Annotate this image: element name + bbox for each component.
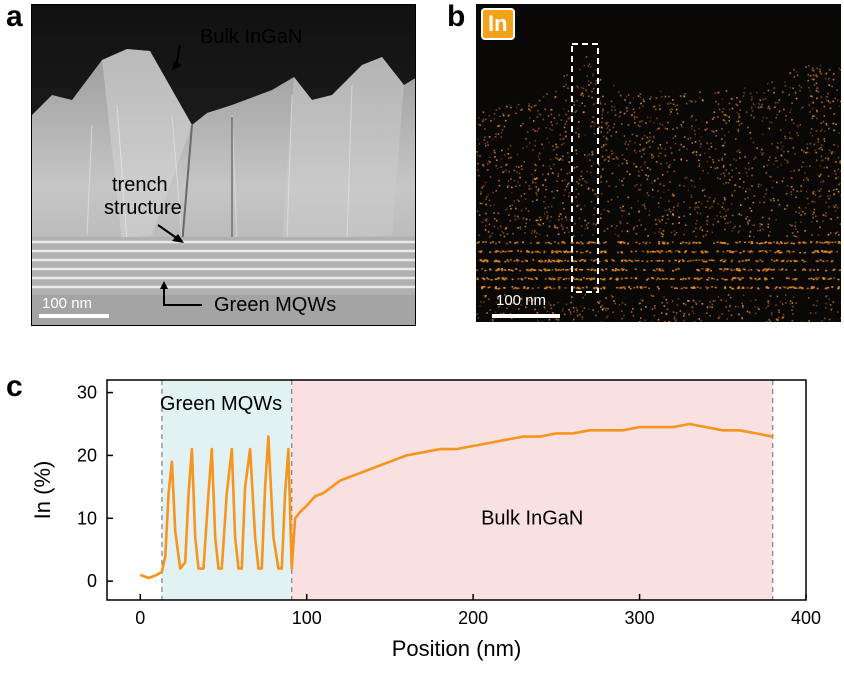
region-label-bulk-ingan: Bulk InGaN (481, 507, 583, 529)
line-scan-box (571, 43, 599, 293)
x-tick-label: 0 (135, 608, 145, 628)
panel-label-c: c (6, 370, 23, 403)
region-bulk-ingan (291, 380, 773, 600)
y-tick-label: 0 (87, 571, 97, 591)
panel-label-a: a (6, 0, 23, 33)
panel-label-b: b (447, 0, 466, 33)
scale-bar-a (39, 314, 109, 318)
y-tick-label: 10 (77, 508, 97, 528)
plot-frame (106, 379, 807, 601)
label-trench-line2: structure (104, 197, 182, 219)
y-tick-label: 20 (77, 445, 97, 465)
region-label-green-mqws: Green MQWs (160, 393, 282, 415)
in-profile-chart: 0 100 200 300 400 0 10 20 30 Position (nm) In (%) G… (30, 379, 821, 661)
series-line-in (139, 422, 773, 580)
scale-bar-b (492, 314, 560, 318)
y-tick-label: 30 (77, 383, 97, 403)
label-bulk-ingan: Bulk InGaN (200, 26, 303, 48)
micrograph-image (32, 5, 415, 325)
panel-a-micrograph: Bulk InGaN trench structure Green MQWs 1… (31, 4, 416, 326)
element-badge-in: In (481, 8, 515, 40)
scale-bar-label-a: 100 nm (42, 295, 93, 312)
panel-b-in-map: In 100 nm (476, 4, 841, 322)
y-axis-label: In (%) (30, 461, 55, 520)
x-tick-label: 100 (292, 608, 322, 628)
x-tick-label: 300 (625, 608, 655, 628)
in-map-image (476, 4, 841, 322)
scale-bar-label-b: 100 nm (496, 292, 547, 309)
x-tick-label: 400 (791, 608, 821, 628)
x-tick-label: 200 (458, 608, 488, 628)
x-axis-label: Position (nm) (392, 636, 522, 661)
label-trench-line1: trench (112, 174, 168, 196)
label-green-mqws: Green MQWs (214, 294, 337, 316)
